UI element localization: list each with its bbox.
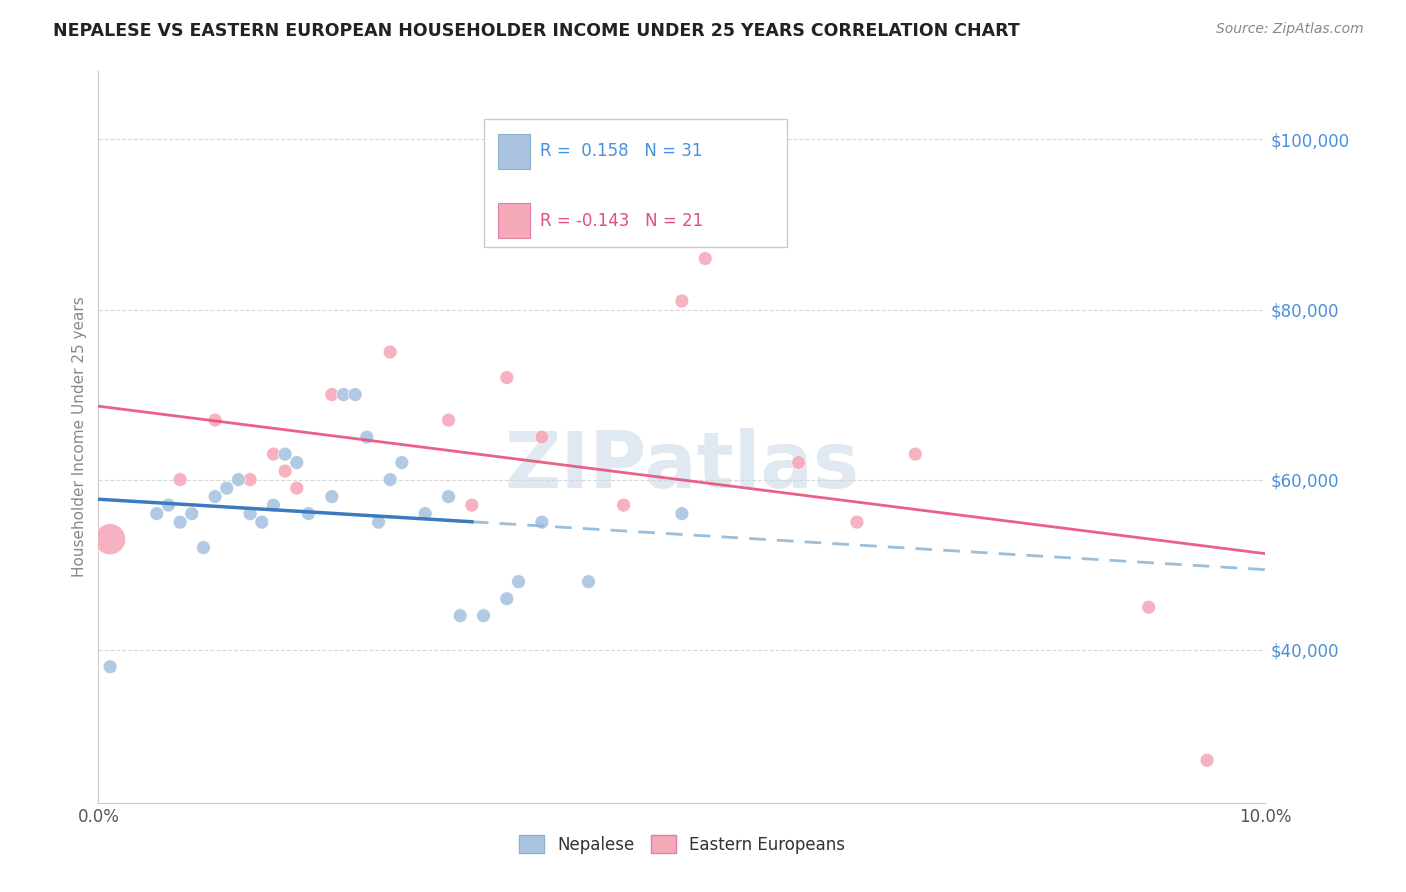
Point xyxy=(285,481,308,495)
Text: Source: ZipAtlas.com: Source: ZipAtlas.com xyxy=(1216,22,1364,37)
Point xyxy=(787,456,810,470)
Point xyxy=(215,481,238,495)
Point xyxy=(98,532,121,546)
Point xyxy=(695,252,717,266)
Point xyxy=(508,574,530,589)
Point xyxy=(496,591,519,606)
Point xyxy=(262,498,284,512)
Point xyxy=(496,370,519,384)
Point xyxy=(285,456,308,470)
Point xyxy=(612,498,634,512)
Point xyxy=(1195,753,1218,767)
Point xyxy=(169,473,191,487)
Point xyxy=(157,498,180,512)
Point xyxy=(297,507,319,521)
Point xyxy=(380,345,402,359)
Point xyxy=(671,507,693,521)
Point xyxy=(671,293,693,308)
Bar xyxy=(498,134,530,169)
Text: R = -0.143   N = 21: R = -0.143 N = 21 xyxy=(540,211,703,229)
Point xyxy=(204,413,226,427)
Point xyxy=(204,490,226,504)
Text: R =  0.158   N = 31: R = 0.158 N = 31 xyxy=(540,142,702,160)
Text: NEPALESE VS EASTERN EUROPEAN HOUSEHOLDER INCOME UNDER 25 YEARS CORRELATION CHART: NEPALESE VS EASTERN EUROPEAN HOUSEHOLDER… xyxy=(53,22,1021,40)
Point xyxy=(228,473,250,487)
Y-axis label: Householder Income Under 25 years: Householder Income Under 25 years xyxy=(72,297,87,577)
Point xyxy=(367,515,389,529)
Point xyxy=(356,430,378,444)
Point xyxy=(846,515,869,529)
Point xyxy=(437,413,460,427)
Point xyxy=(344,387,367,401)
Point xyxy=(437,490,460,504)
Point xyxy=(578,574,600,589)
Point xyxy=(530,515,553,529)
Point xyxy=(380,473,402,487)
Point xyxy=(904,447,927,461)
Point xyxy=(146,507,169,521)
FancyBboxPatch shape xyxy=(484,119,787,247)
Point xyxy=(239,473,262,487)
Point xyxy=(472,608,495,623)
Point xyxy=(332,387,354,401)
Point xyxy=(530,430,553,444)
Point xyxy=(321,490,343,504)
Point xyxy=(262,447,284,461)
Point xyxy=(449,608,471,623)
Point xyxy=(180,507,202,521)
Legend: Nepalese, Eastern Europeans: Nepalese, Eastern Europeans xyxy=(512,829,852,860)
Point xyxy=(239,507,262,521)
Point xyxy=(274,464,297,478)
Point xyxy=(98,659,121,673)
Text: ZIPatlas: ZIPatlas xyxy=(505,428,859,504)
Point xyxy=(1137,600,1160,615)
Point xyxy=(391,456,413,470)
Point xyxy=(461,498,484,512)
Point xyxy=(274,447,297,461)
Point xyxy=(413,507,436,521)
Point xyxy=(250,515,273,529)
Point xyxy=(169,515,191,529)
Point xyxy=(193,541,215,555)
Bar xyxy=(498,203,530,238)
Point xyxy=(321,387,343,401)
